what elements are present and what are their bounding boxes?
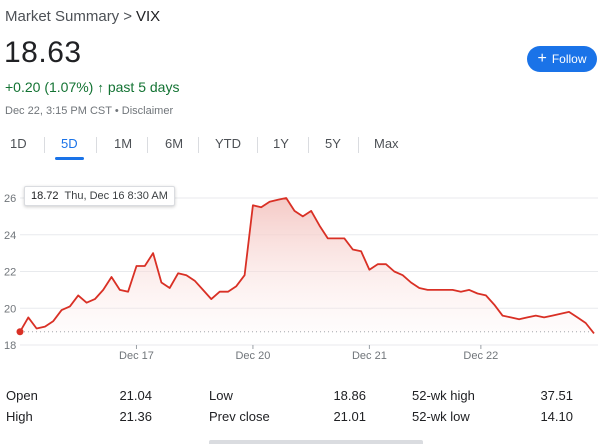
current-price: 18.63	[4, 36, 82, 69]
tab-divider	[96, 137, 97, 153]
tab-divider	[198, 137, 199, 153]
tab-5y[interactable]: 5Y	[325, 136, 341, 151]
stat-label-open: Open	[6, 388, 38, 403]
tab-divider	[147, 137, 148, 153]
tab-divider	[257, 137, 258, 153]
price-area-fill	[20, 198, 594, 334]
breadcrumb-root[interactable]: Market Summary	[5, 8, 120, 25]
price-chart[interactable]: 26 24 22 20 18 Dec 17 Dec 20 Dec 21 Dec 22	[0, 180, 600, 370]
tooltip-date: Thu, Dec 16 8:30 AM	[64, 190, 168, 202]
stat-label-52wk-high: 52-wk high	[412, 388, 475, 403]
y-tick-label: 24	[4, 230, 16, 242]
tab-max[interactable]: Max	[374, 136, 399, 151]
follow-button[interactable]: + Follow	[527, 46, 597, 72]
y-tick-label: 26	[4, 193, 16, 205]
y-tick-label: 22	[4, 267, 16, 279]
breadcrumb: Market Summary > VIX	[5, 8, 160, 25]
scroll-handle[interactable]	[209, 440, 423, 444]
stat-label-52wk-low: 52-wk low	[412, 409, 470, 424]
tab-divider	[308, 137, 309, 153]
x-tick-label: Dec 22	[463, 350, 498, 362]
chart-line-layer	[16, 197, 595, 336]
stats-table: Open 21.04 High 21.36 Low 18.86 Prev clo…	[0, 380, 600, 424]
chart-area-layer	[20, 198, 594, 334]
price-line	[19, 197, 595, 334]
stat-value-52wk-low: 14.10	[540, 409, 573, 424]
active-tab-indicator	[55, 157, 84, 160]
stat-value-52wk-high: 37.51	[540, 388, 573, 403]
y-tick-label: 18	[4, 340, 16, 352]
y-axis-labels: 26 24 22 20 18	[4, 193, 16, 352]
range-tabs: 1D 5D 1M 6M YTD 1Y 5Y Max	[0, 136, 420, 160]
stat-label-prev-close: Prev close	[209, 409, 270, 424]
x-tick-label: Dec 17	[119, 350, 154, 362]
timestamp: Dec 22, 3:15 PM CST	[5, 105, 112, 117]
breadcrumb-ticker: VIX	[135, 8, 161, 25]
stat-value-open: 21.04	[119, 388, 152, 403]
y-tick-label: 20	[4, 303, 16, 315]
price-change: +0.20 (1.07%) ↑ past 5 days	[5, 79, 179, 95]
tab-ytd[interactable]: YTD	[215, 136, 241, 151]
plus-icon: +	[537, 49, 547, 67]
stat-label-low: Low	[209, 388, 233, 403]
x-tick-label: Dec 20	[235, 350, 270, 362]
tab-divider	[358, 137, 359, 153]
x-axis-labels: Dec 17 Dec 20 Dec 21 Dec 22	[119, 350, 498, 362]
disclaimer-link[interactable]: Disclaimer	[121, 105, 174, 117]
stat-label-high: High	[6, 409, 33, 424]
follow-label: Follow	[551, 52, 587, 66]
tab-divider	[44, 137, 45, 153]
chart-tooltip: 18.72 Thu, Dec 16 8:30 AM	[24, 186, 175, 206]
hover-point	[16, 328, 24, 336]
tab-1m[interactable]: 1M	[114, 136, 133, 151]
tooltip-value: 18.72	[31, 190, 59, 202]
stat-value-high: 21.36	[119, 409, 152, 424]
x-tick-label: Dec 21	[352, 350, 387, 362]
arrow-up-icon: ↑	[97, 79, 104, 95]
tab-5d[interactable]: 5D	[61, 136, 78, 151]
change-period: past 5 days	[107, 79, 180, 95]
tab-1d[interactable]: 1D	[10, 136, 27, 151]
stat-value-prev-close: 21.01	[333, 409, 366, 424]
breadcrumb-separator: >	[123, 8, 132, 25]
tab-6m[interactable]: 6M	[165, 136, 184, 151]
stat-value-low: 18.86	[333, 388, 366, 403]
tab-1y[interactable]: 1Y	[273, 136, 289, 151]
change-value: +0.20 (1.07%)	[5, 79, 94, 95]
timestamp-line: Dec 22, 3:15 PM CST • Disclaimer	[5, 105, 174, 117]
